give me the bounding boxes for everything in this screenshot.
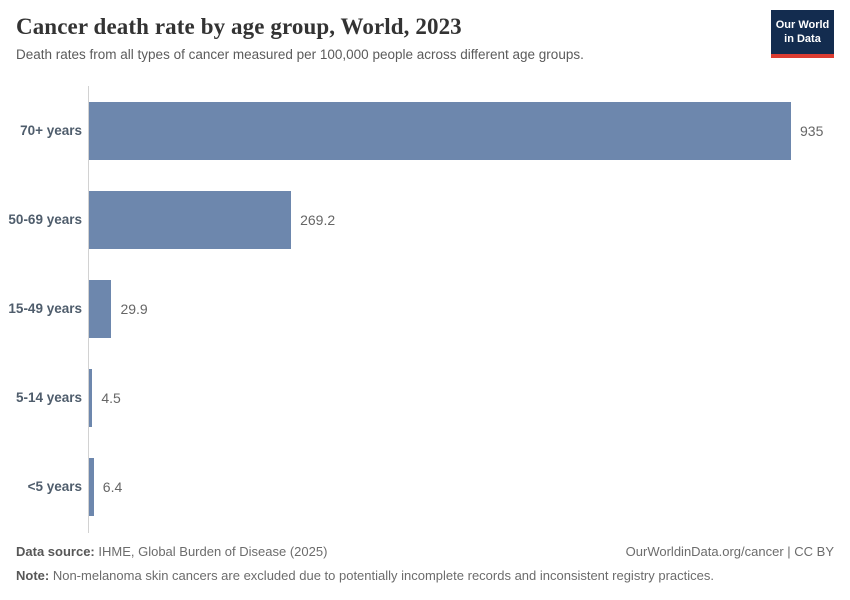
bar-value-label: 29.9: [120, 300, 148, 317]
bar-row-label: <5 years: [27, 479, 82, 494]
owid-logo[interactable]: Our World in Data: [771, 10, 834, 58]
bar-5-14: [89, 368, 93, 427]
owid-logo-text: Our World in Data: [771, 10, 834, 54]
bar-value-label: 269.2: [300, 211, 336, 228]
bar-row-15-49: 15-49 years 29.9: [0, 264, 850, 353]
bar-row-70plus: 70+ years 935: [0, 86, 850, 175]
bar-rows: 70+ years 935 50-69 years 269.2 15-49 ye…: [0, 86, 850, 531]
data-source-label: Data source:: [16, 544, 95, 559]
chart-footer: Data source: IHME, Global Burden of Dise…: [16, 544, 834, 583]
chart-subtitle: Death rates from all types of cancer mea…: [16, 47, 584, 62]
footer-note-line: Note: Non-melanoma skin cancers are excl…: [16, 568, 834, 583]
bar-row-label: 50-69 years: [8, 212, 82, 227]
bar-row-5-14: 5-14 years 4.5: [0, 353, 850, 442]
owid-logo-line1: Our World: [775, 19, 830, 31]
bar-row-label: 15-49 years: [8, 301, 82, 316]
data-source-text: Data source: IHME, Global Burden of Dise…: [16, 544, 327, 559]
note-text: Non-melanoma skin cancers are excluded d…: [49, 568, 714, 583]
bar-70plus: [89, 101, 791, 160]
bar-chart: 70+ years 935 50-69 years 269.2 15-49 ye…: [0, 86, 850, 533]
bar-15-49: [89, 279, 112, 338]
chart-header: Cancer death rate by age group, World, 2…: [16, 14, 750, 62]
y-axis-line: [88, 86, 89, 533]
owid-logo-line2: in Data: [784, 33, 821, 45]
note-label: Note:: [16, 568, 50, 583]
bar-value-label: 4.5: [101, 389, 121, 406]
owid-logo-stripe: [771, 54, 834, 58]
bar-value-label: 6.4: [102, 478, 123, 495]
chart-title: Cancer death rate by age group, World, 2…: [16, 14, 462, 39]
bar-row-label: 5-14 years: [15, 390, 82, 405]
data-source-value: IHME, Global Burden of Disease (2025): [94, 544, 328, 559]
footer-source-line: Data source: IHME, Global Burden of Dise…: [16, 544, 834, 559]
bar-row-50-69: 50-69 years 269.2: [0, 175, 850, 264]
bar-50-69: [89, 190, 292, 249]
bar-value-label: 935: [800, 122, 824, 139]
footer-link[interactable]: OurWorldinData.org/cancer | CC BY: [625, 544, 834, 559]
bar-row-under5: <5 years 6.4: [0, 442, 850, 531]
bar-under5: [89, 457, 94, 516]
bar-row-label: 70+ years: [20, 123, 82, 138]
